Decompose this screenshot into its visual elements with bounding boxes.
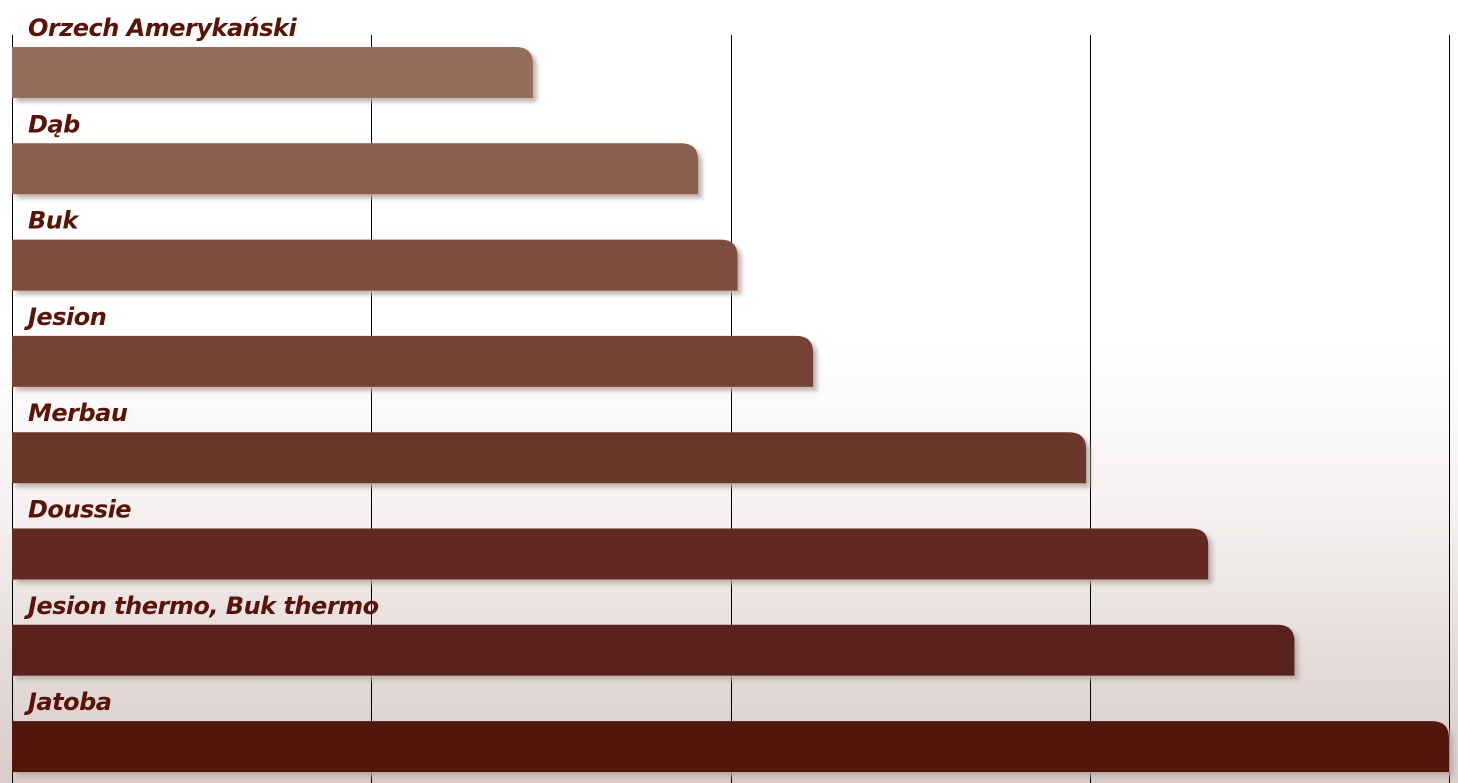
bars [12, 47, 1449, 773]
bar-label: Jatoba [24, 688, 111, 716]
bar-label: Jesion [24, 303, 106, 331]
bar-label: Doussie [28, 496, 131, 524]
bar [12, 239, 738, 291]
bar-label: Orzech Amerykański [28, 14, 297, 42]
bar [12, 143, 699, 195]
bar [12, 528, 1209, 580]
bar [12, 432, 1087, 484]
bar-label: Dąb [28, 110, 80, 138]
bar-label: Jesion thermo, Buk thermo [24, 592, 379, 620]
bar-label: Merbau [28, 399, 128, 427]
category-labels: Orzech Amerykański Dąb Buk Jesion Merbau Dous… [24, 14, 379, 716]
bar [12, 721, 1449, 773]
bar [12, 624, 1295, 676]
bar-label: Buk [28, 207, 80, 235]
bar [12, 335, 814, 387]
bar [12, 47, 533, 98]
